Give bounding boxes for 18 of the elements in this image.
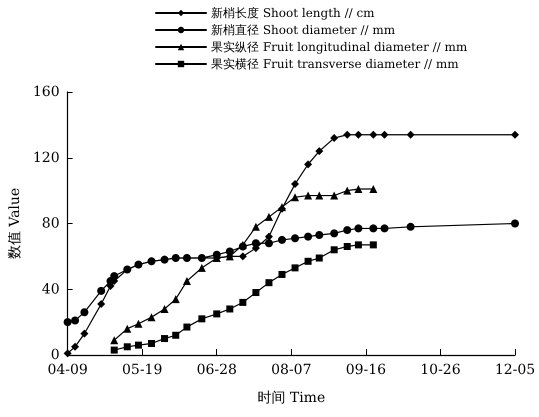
- y-tick-label: 40: [42, 281, 60, 298]
- x-tick-label: 10-26: [420, 362, 461, 378]
- legend-label: 果实横径 Fruit transverse diameter // mm: [211, 57, 460, 71]
- y-tick-label: 160: [32, 84, 60, 100]
- y-axis-title: 数值 Value: [7, 188, 23, 260]
- x-tick-label: 06-28: [196, 362, 237, 378]
- x-axis-title: 时间 Time: [257, 390, 326, 406]
- x-tick-label: 12-05: [494, 362, 536, 378]
- x-tick-label: 05-19: [122, 362, 162, 378]
- x-tick-label: 04-09: [47, 362, 88, 378]
- legend-label: 新梢长度 Shoot length // cm: [211, 6, 376, 20]
- y-tick-label: 0: [50, 347, 60, 363]
- legend-label: 新梢直径 Shoot diameter // mm: [211, 23, 396, 37]
- y-tick-label: 120: [32, 150, 60, 166]
- y-tick-label: 80: [42, 216, 60, 232]
- legend-label: 果实纵径 Fruit longitudinal diameter // mm: [211, 40, 468, 54]
- x-tick-label: 09-16: [346, 362, 386, 378]
- x-tick-label: 08-07: [271, 362, 312, 378]
